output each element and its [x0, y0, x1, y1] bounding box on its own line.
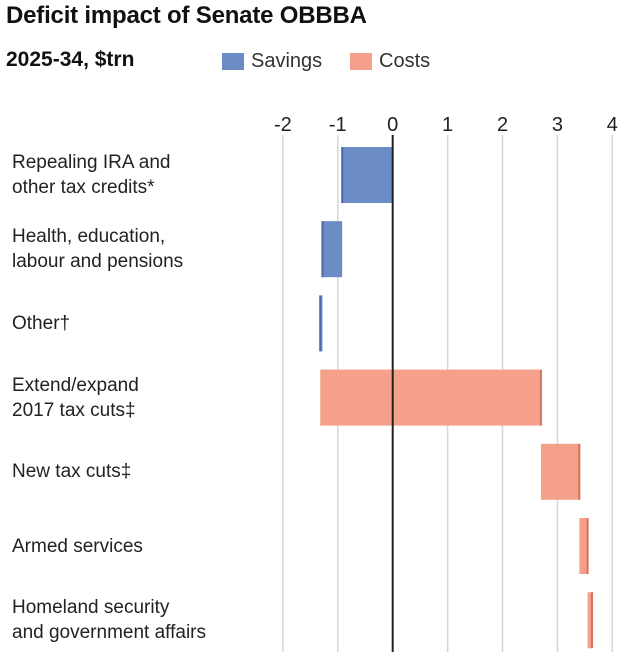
category-label: New tax cuts‡ — [12, 461, 132, 483]
category-label: Armed services — [12, 535, 143, 557]
x-tick-label: 4 — [607, 114, 618, 136]
x-tick-label: -2 — [274, 114, 292, 136]
category-label: Extend/expand 2017 tax cuts‡ — [12, 374, 139, 421]
legend-swatch-savings — [222, 53, 244, 70]
category-label: Homeland security and government affairs — [12, 597, 206, 644]
x-tick-label: -1 — [329, 114, 347, 136]
bar-0 — [342, 147, 393, 203]
legend-swatch-costs — [350, 53, 372, 70]
x-tick-label: 3 — [552, 114, 563, 136]
category-label: Repealing IRA and other tax credits* — [12, 152, 171, 198]
chart-subtitle: 2025-34, $trn — [6, 48, 135, 71]
legend-item-savings: Savings — [222, 50, 322, 73]
category-label: Health, education, labour and pensions — [12, 226, 184, 273]
x-tick-label: 0 — [387, 114, 398, 136]
bar-1 — [322, 221, 343, 278]
chart-title: Deficit impact of Senate OBBBA — [6, 2, 367, 29]
bar-6 — [587, 592, 592, 649]
x-tick-label: 1 — [442, 114, 453, 136]
legend-label-costs: Costs — [379, 50, 431, 72]
bar-3 — [320, 369, 541, 426]
x-tick-label: 2 — [497, 114, 508, 136]
legend-item-costs: Costs — [350, 50, 430, 73]
legend-label-savings: Savings — [251, 50, 323, 72]
bar-4 — [540, 443, 580, 500]
bar-2 — [320, 295, 323, 352]
bar-5 — [579, 518, 588, 574]
category-label: Other† — [12, 312, 71, 334]
